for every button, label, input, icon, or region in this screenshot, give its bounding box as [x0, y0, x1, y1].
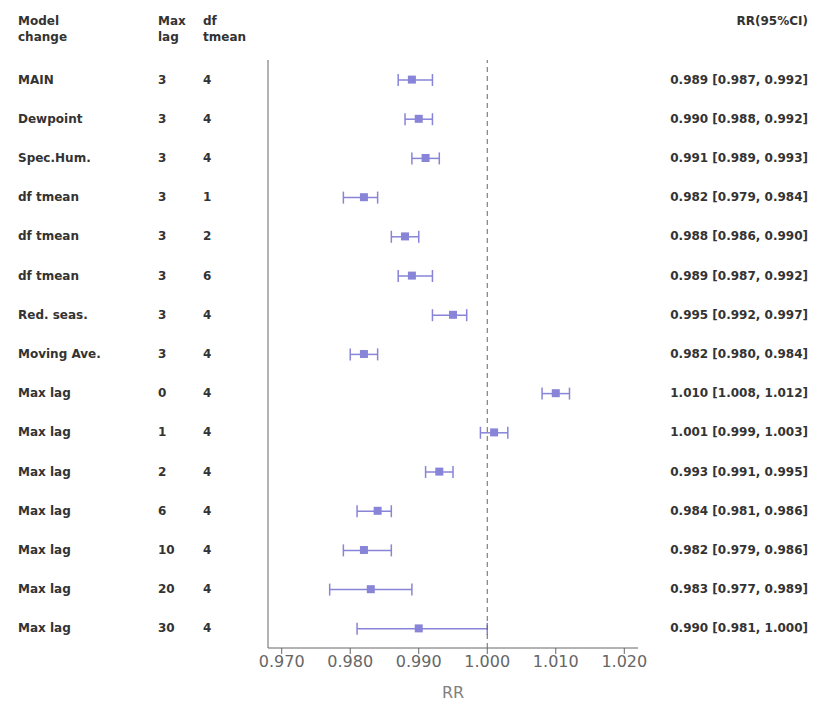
svg-text:df tmean: df tmean — [18, 269, 79, 283]
svg-text:6: 6 — [158, 504, 166, 518]
svg-text:MAIN: MAIN — [18, 73, 54, 87]
svg-text:0.990 [0.988, 0.992]: 0.990 [0.988, 0.992] — [670, 112, 808, 126]
svg-text:3: 3 — [158, 112, 166, 126]
svg-text:Max lag: Max lag — [18, 425, 71, 439]
html-text:RR(95%CI): RR(95%CI) — [736, 14, 808, 28]
svg-text:2: 2 — [203, 229, 211, 243]
svg-text:Max lag: Max lag — [18, 465, 71, 479]
svg-text:Moving Ave.: Moving Ave. — [18, 347, 101, 361]
html-text:df tmean: df tmean — [203, 14, 246, 44]
svg-text:4: 4 — [203, 386, 211, 400]
svg-text:0.989 [0.987, 0.992]: 0.989 [0.987, 0.992] — [670, 269, 808, 283]
svg-text:0.982 [0.980, 0.984]: 0.982 [0.980, 0.984] — [670, 347, 808, 361]
svg-text:1.000: 1.000 — [464, 652, 510, 671]
svg-text:Max lag: Max lag — [18, 504, 71, 518]
svg-text:3: 3 — [158, 347, 166, 361]
svg-text:10: 10 — [158, 543, 175, 557]
svg-text:0: 0 — [158, 386, 166, 400]
html-text:Model change: Model change — [18, 14, 67, 44]
svg-text:2: 2 — [158, 465, 166, 479]
svg-text:df tmean: df tmean — [18, 229, 79, 243]
svg-text:4: 4 — [203, 308, 211, 322]
svg-text:Dewpoint: Dewpoint — [18, 112, 83, 126]
svg-text:1.010: 1.010 — [533, 652, 579, 671]
svg-text:6: 6 — [203, 269, 211, 283]
svg-text:1: 1 — [158, 425, 166, 439]
svg-text:0.990 [0.981, 1.000]: 0.990 [0.981, 1.000] — [670, 621, 808, 635]
svg-text:1: 1 — [203, 190, 211, 204]
svg-text:4: 4 — [203, 347, 211, 361]
svg-text:1.010 [1.008, 1.012]: 1.010 [1.008, 1.012] — [670, 386, 808, 400]
svg-text:20: 20 — [158, 582, 175, 596]
svg-text:0.993 [0.991, 0.995]: 0.993 [0.991, 0.995] — [670, 465, 808, 479]
svg-text:1.001 [0.999, 1.003]: 1.001 [0.999, 1.003] — [670, 425, 808, 439]
svg-text:0.990: 0.990 — [396, 652, 442, 671]
svg-text:Red. seas.: Red. seas. — [18, 308, 88, 322]
svg-text:30: 30 — [158, 621, 175, 635]
svg-text:0.984 [0.981, 0.986]: 0.984 [0.981, 0.986] — [670, 504, 808, 518]
svg-text:3: 3 — [158, 269, 166, 283]
html-text:Max lag: Max lag — [158, 14, 186, 44]
svg-text:4: 4 — [203, 543, 211, 557]
svg-text:3: 3 — [158, 308, 166, 322]
svg-text:0.980: 0.980 — [327, 652, 373, 671]
svg-text:3: 3 — [158, 229, 166, 243]
svg-text:3: 3 — [158, 151, 166, 165]
svg-text:0.982 [0.979, 0.986]: 0.982 [0.979, 0.986] — [670, 543, 808, 557]
svg-text:0.995 [0.992, 0.997]: 0.995 [0.992, 0.997] — [670, 308, 808, 322]
svg-text:3: 3 — [158, 190, 166, 204]
svg-text:3: 3 — [158, 73, 166, 87]
svg-text:4: 4 — [203, 112, 211, 126]
svg-text:df tmean: df tmean — [18, 190, 79, 204]
svg-text:4: 4 — [203, 621, 211, 635]
svg-text:0.970: 0.970 — [259, 652, 305, 671]
svg-text:Max lag: Max lag — [18, 621, 71, 635]
svg-text:0.988 [0.986, 0.990]: 0.988 [0.986, 0.990] — [670, 229, 808, 243]
svg-text:Spec.Hum.: Spec.Hum. — [18, 151, 91, 165]
svg-text:RR: RR — [442, 683, 464, 702]
svg-text:4: 4 — [203, 582, 211, 596]
svg-text:4: 4 — [203, 425, 211, 439]
svg-text:0.989 [0.987, 0.992]: 0.989 [0.987, 0.992] — [670, 73, 808, 87]
svg-text:4: 4 — [203, 465, 211, 479]
svg-text:0.983 [0.977, 0.989]: 0.983 [0.977, 0.989] — [670, 582, 808, 596]
svg-text:Max lag: Max lag — [18, 386, 71, 400]
svg-text:4: 4 — [203, 151, 211, 165]
svg-text:Max lag: Max lag — [18, 582, 71, 596]
svg-text:Max lag: Max lag — [18, 543, 71, 557]
svg-text:4: 4 — [203, 73, 211, 87]
svg-text:0.991 [0.989, 0.993]: 0.991 [0.989, 0.993] — [670, 151, 808, 165]
svg-text:0.982 [0.979, 0.984]: 0.982 [0.979, 0.984] — [670, 190, 808, 204]
svg-text:1.020: 1.020 — [601, 652, 647, 671]
svg-text:4: 4 — [203, 504, 211, 518]
